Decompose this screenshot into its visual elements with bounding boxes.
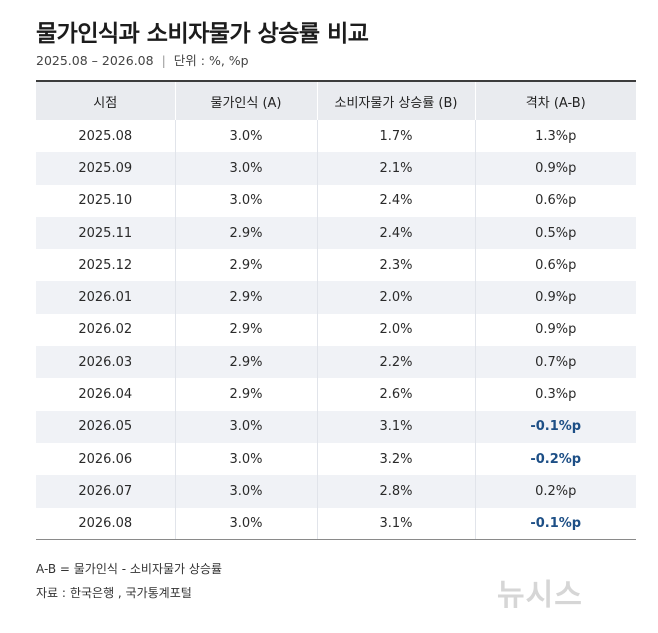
cell-period: 2025.09 bbox=[78, 160, 133, 176]
cell-cpi: 2.0% bbox=[316, 313, 475, 347]
cell-period: 2026.02 bbox=[78, 322, 133, 338]
table-row: 2026.08 3.0% 3.1% -0.1%p bbox=[36, 507, 636, 541]
cell-gap: -0.1%p bbox=[474, 410, 636, 443]
table-row: 2026.04 2.9% 2.6% 0.3%p bbox=[36, 378, 636, 411]
cell-gap: 0.9%p bbox=[474, 152, 636, 185]
table-row: 2026.01 2.9% 2.0% 0.9%p bbox=[36, 281, 636, 314]
cell-cpi: 2.4% bbox=[316, 184, 475, 217]
cell-period: 2026.06 bbox=[78, 451, 133, 467]
cell-period: 2026.03 bbox=[78, 354, 133, 370]
cell-gap: 0.3%p bbox=[474, 378, 636, 411]
cell-gap: 1.3%p bbox=[474, 120, 636, 153]
cell-cpi: 3.1% bbox=[316, 507, 475, 541]
header-perception: 물가인식 (A) bbox=[174, 80, 317, 120]
header-period: 시점 bbox=[36, 80, 175, 120]
subtitle-separator: | bbox=[161, 53, 166, 68]
source-note: 자료 : 한국은행 , 국가통계포털 bbox=[36, 584, 192, 601]
subtitle: 2025.08 – 2026.08 | 단위 : %, %p bbox=[36, 50, 249, 69]
formula-note: A-B = 물가인식 - 소비자물가 상승률 bbox=[36, 562, 223, 576]
cell-period: 2025.12 bbox=[78, 257, 133, 273]
cell-cpi: 2.1% bbox=[316, 152, 475, 185]
table-row: 2026.02 2.9% 2.0% 0.9%p bbox=[36, 313, 636, 347]
table-row: 2025.09 3.0% 2.1% 0.9%p bbox=[36, 152, 636, 185]
cell-perception: 3.0% bbox=[174, 184, 317, 217]
table-row: 2026.05 3.0% 3.1% -0.1%p bbox=[36, 410, 636, 443]
cell-cpi: 2.3% bbox=[316, 249, 475, 282]
cell-perception: 2.9% bbox=[174, 313, 317, 347]
cell-gap: 0.2%p bbox=[474, 475, 636, 508]
table-row: 2026.06 3.0% 3.2% -0.2%p bbox=[36, 442, 636, 476]
cell-gap: 0.6%p bbox=[474, 249, 636, 282]
table-row: 2025.10 3.0% 2.4% 0.6%p bbox=[36, 184, 636, 217]
cell-period: 2026.04 bbox=[78, 387, 133, 403]
table-body: 2025.08 3.0% 1.7% 1.3%p 2025.09 3.0% 2.1% 0.9%p… bbox=[36, 120, 636, 541]
cell-gap: 0.9%p bbox=[474, 313, 636, 347]
cell-gap: 0.9%p bbox=[474, 281, 636, 314]
cell-period: 2026.08 bbox=[36, 507, 175, 541]
unit-label: 단위 : %, %p bbox=[173, 53, 249, 68]
cell-period: 2026.07 bbox=[78, 483, 133, 499]
cell-perception: 2.9% bbox=[174, 249, 317, 282]
cell-perception: 3.0% bbox=[174, 152, 317, 185]
cell-cpi: 1.7% bbox=[316, 120, 475, 153]
cell-perception: 3.0% bbox=[174, 410, 317, 443]
table-row: 2026.03 2.9% 2.2% 0.7%p bbox=[36, 346, 636, 379]
cell-perception: 2.9% bbox=[174, 346, 317, 379]
table-row: 2025.08 3.0% 1.7% 1.3%p bbox=[36, 120, 636, 153]
period-range: 2025.08 – 2026.08 bbox=[36, 53, 154, 68]
watermark-logo: 뉴시스 bbox=[497, 578, 583, 613]
cell-perception: 3.0% bbox=[174, 507, 317, 541]
cell-cpi: 2.2% bbox=[316, 346, 475, 379]
cell-cpi: 3.1% bbox=[316, 410, 475, 443]
cell-perception: 3.0% bbox=[174, 120, 317, 153]
cell-gap: 0.6%p bbox=[474, 184, 636, 217]
cell-perception: 3.0% bbox=[174, 475, 317, 508]
cell-cpi: 2.4% bbox=[316, 216, 475, 250]
page-title: 물가인식과 소비자물가 상승률 비교 bbox=[36, 21, 369, 47]
cell-cpi: 3.2% bbox=[316, 442, 475, 476]
cell-gap: -0.2%p bbox=[474, 442, 636, 476]
header-gap: 격차 (A-B) bbox=[474, 80, 636, 120]
table-row: 2025.12 2.9% 2.3% 0.6%p bbox=[36, 249, 636, 282]
cell-gap: 0.7%p bbox=[474, 346, 636, 379]
cell-perception: 2.9% bbox=[174, 378, 317, 411]
comparison-table: 시점 물가인식 (A) 소비자물가 상승률 (B) 격차 (A-B) 2025.… bbox=[36, 80, 636, 541]
cell-period: 2026.05 bbox=[78, 419, 133, 435]
cell-period: 2025.10 bbox=[78, 193, 133, 209]
cell-period: 2025.11 bbox=[78, 225, 133, 241]
cell-period: 2025.08 bbox=[78, 128, 133, 144]
header-cpi: 소비자물가 상승률 (B) bbox=[316, 80, 475, 120]
source-text: 한국은행 , 국가통계포털 bbox=[69, 586, 192, 600]
cell-cpi: 2.8% bbox=[316, 475, 475, 508]
cell-perception: 3.0% bbox=[174, 442, 317, 476]
cell-perception: 2.9% bbox=[174, 216, 317, 250]
cell-period: 2026.01 bbox=[78, 290, 133, 306]
cell-cpi: 2.6% bbox=[316, 378, 475, 411]
cell-cpi: 2.0% bbox=[316, 281, 475, 314]
cell-perception: 2.9% bbox=[174, 281, 317, 314]
cell-gap: 0.5%p bbox=[474, 216, 636, 250]
table-header-row: 시점 물가인식 (A) 소비자물가 상승률 (B) 격차 (A-B) bbox=[36, 80, 636, 120]
source-label: 자료 : bbox=[36, 586, 66, 600]
table-row: 2026.07 3.0% 2.8% 0.2%p bbox=[36, 475, 636, 508]
cell-gap: -0.1%p bbox=[474, 507, 636, 541]
table-row: 2025.11 2.9% 2.4% 0.5%p bbox=[36, 216, 636, 250]
